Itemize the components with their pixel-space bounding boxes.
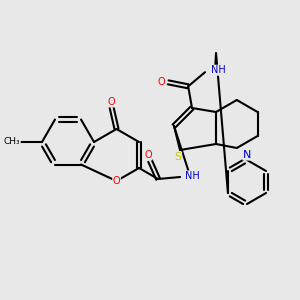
- Text: O: O: [113, 176, 120, 186]
- Text: CH₃: CH₃: [4, 137, 20, 146]
- Text: O: O: [158, 77, 165, 87]
- Text: N: N: [243, 150, 251, 160]
- Text: O: O: [144, 150, 152, 160]
- Text: NH: NH: [185, 171, 200, 181]
- Text: O: O: [108, 97, 115, 107]
- Text: S: S: [174, 152, 182, 162]
- Text: NH: NH: [211, 65, 226, 75]
